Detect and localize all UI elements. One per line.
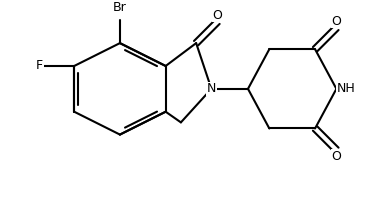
- Text: Br: Br: [113, 1, 127, 14]
- Text: F: F: [36, 59, 43, 72]
- Text: O: O: [212, 9, 223, 22]
- Text: O: O: [331, 150, 341, 163]
- Text: O: O: [331, 15, 341, 28]
- Text: NH: NH: [336, 82, 355, 95]
- Text: N: N: [207, 82, 216, 95]
